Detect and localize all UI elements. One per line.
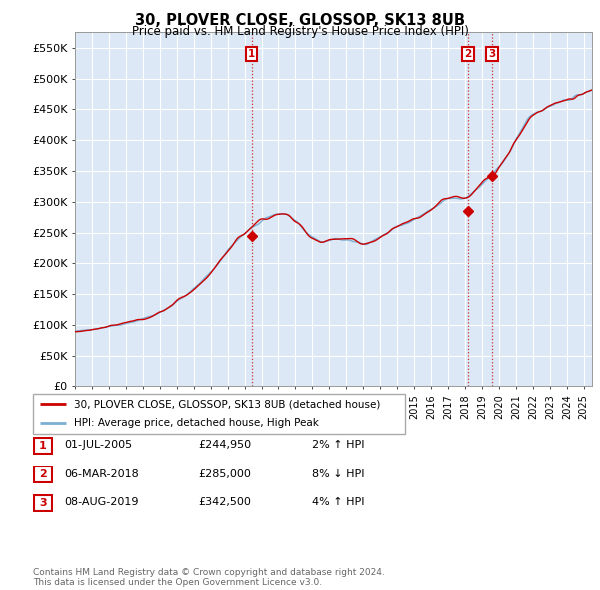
FancyBboxPatch shape	[33, 394, 405, 434]
Text: 30, PLOVER CLOSE, GLOSSOP, SK13 8UB (detached house): 30, PLOVER CLOSE, GLOSSOP, SK13 8UB (det…	[74, 399, 380, 409]
Text: 4% ↑ HPI: 4% ↑ HPI	[312, 497, 365, 507]
Text: 1: 1	[39, 441, 47, 451]
Text: HPI: Average price, detached house, High Peak: HPI: Average price, detached house, High…	[74, 418, 319, 428]
Text: 30, PLOVER CLOSE, GLOSSOP, SK13 8UB: 30, PLOVER CLOSE, GLOSSOP, SK13 8UB	[135, 13, 465, 28]
Text: 01-JUL-2005: 01-JUL-2005	[64, 441, 133, 450]
Text: 3: 3	[39, 498, 47, 507]
Text: £342,500: £342,500	[198, 497, 251, 507]
FancyBboxPatch shape	[34, 494, 52, 510]
Text: 2: 2	[39, 470, 47, 479]
Text: 8% ↓ HPI: 8% ↓ HPI	[312, 469, 365, 478]
Text: 3: 3	[488, 49, 496, 59]
Text: 1: 1	[248, 49, 256, 59]
Text: Contains HM Land Registry data © Crown copyright and database right 2024.
This d: Contains HM Land Registry data © Crown c…	[33, 568, 385, 587]
Text: 2: 2	[464, 49, 472, 59]
Text: £285,000: £285,000	[198, 469, 251, 478]
Text: 08-AUG-2019: 08-AUG-2019	[64, 497, 139, 507]
FancyBboxPatch shape	[34, 438, 52, 454]
Text: 06-MAR-2018: 06-MAR-2018	[64, 469, 139, 478]
FancyBboxPatch shape	[34, 466, 52, 483]
Text: 2% ↑ HPI: 2% ↑ HPI	[312, 441, 365, 450]
Text: Price paid vs. HM Land Registry's House Price Index (HPI): Price paid vs. HM Land Registry's House …	[131, 25, 469, 38]
Text: £244,950: £244,950	[198, 441, 251, 450]
